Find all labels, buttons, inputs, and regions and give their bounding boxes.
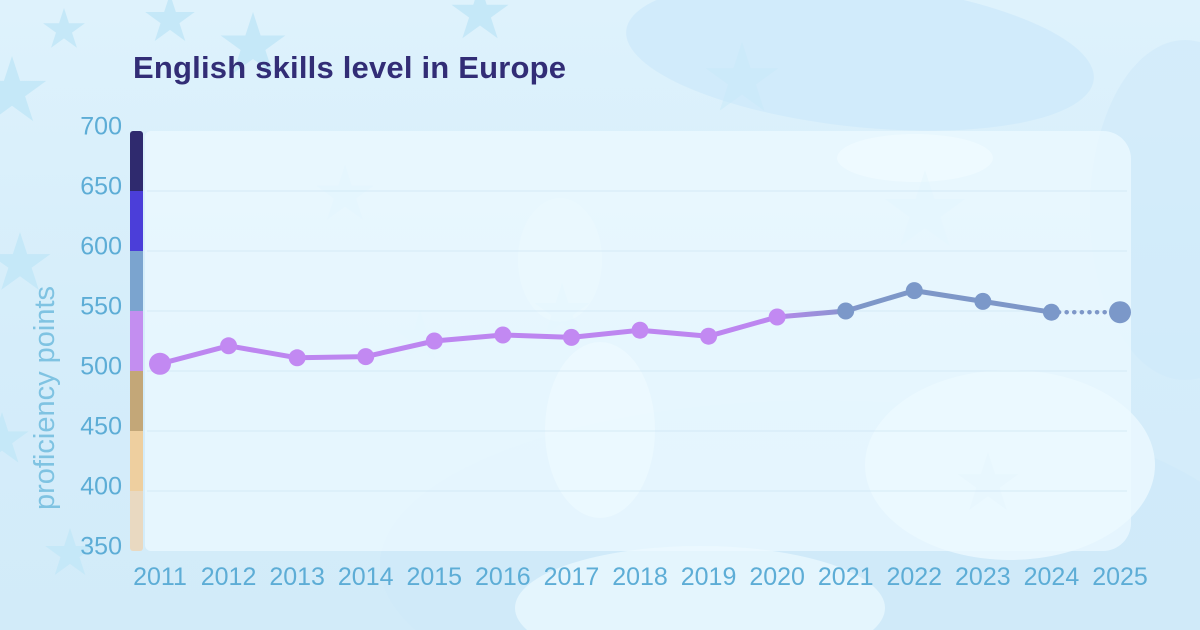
data-point: [974, 292, 992, 310]
x-tick-label: 2016: [475, 563, 531, 591]
data-point: [425, 332, 443, 350]
x-tick-label: 2022: [886, 563, 943, 591]
x-tick-label: 2017: [543, 563, 600, 591]
scale-bar-segment: [130, 131, 143, 191]
y-tick-label: 350: [80, 532, 122, 561]
x-tick-label: 2021: [817, 563, 874, 591]
x-tick-label: 2024: [1023, 563, 1080, 591]
y-tick-label: 400: [80, 472, 122, 501]
y-tick-label: 450: [80, 412, 122, 441]
data-point: [1109, 301, 1131, 324]
data-point: [768, 308, 786, 326]
scale-bar-segment: [130, 251, 143, 311]
scale-bar-segment: [130, 491, 143, 551]
x-tick-label: 2020: [749, 563, 805, 591]
x-tick-label: 2023: [955, 563, 1011, 591]
data-point: [494, 326, 512, 344]
data-point: [700, 327, 718, 345]
data-point: [905, 282, 923, 300]
x-tick-label: 2013: [269, 563, 325, 591]
data-point: [288, 349, 306, 367]
x-tick-label: 2015: [406, 563, 463, 591]
scale-bar-segment: [130, 431, 143, 491]
y-tick-label: 700: [80, 112, 122, 141]
x-tick-label: 2011: [133, 563, 187, 591]
chart-title: English skills level in Europe: [133, 50, 567, 85]
y-tick-label: 500: [80, 352, 122, 381]
x-tick-label: 2012: [200, 563, 257, 591]
trend-line: [157, 288, 1054, 367]
data-point: [357, 348, 375, 366]
plot-area: [145, 131, 1131, 551]
data-point: [149, 352, 171, 375]
x-tick-label: 2014: [337, 563, 394, 591]
scale-bar-segment: [130, 371, 143, 431]
scale-bar-segment: [130, 191, 143, 251]
y-tick-label: 550: [80, 292, 122, 321]
x-tick-label: 2019: [680, 563, 737, 591]
data-point: [837, 302, 855, 320]
x-tick-label: 2018: [612, 563, 668, 591]
data-point: [631, 321, 649, 339]
data-point: [562, 328, 580, 346]
data-point: [220, 337, 238, 355]
y-tick-label: 600: [80, 232, 122, 261]
scale-bar-segment: [130, 311, 143, 371]
y-axis-color-scale: [130, 131, 143, 551]
y-tick-label: 650: [80, 172, 122, 201]
data-point: [1042, 303, 1060, 321]
x-tick-label: 2025: [1092, 563, 1148, 591]
